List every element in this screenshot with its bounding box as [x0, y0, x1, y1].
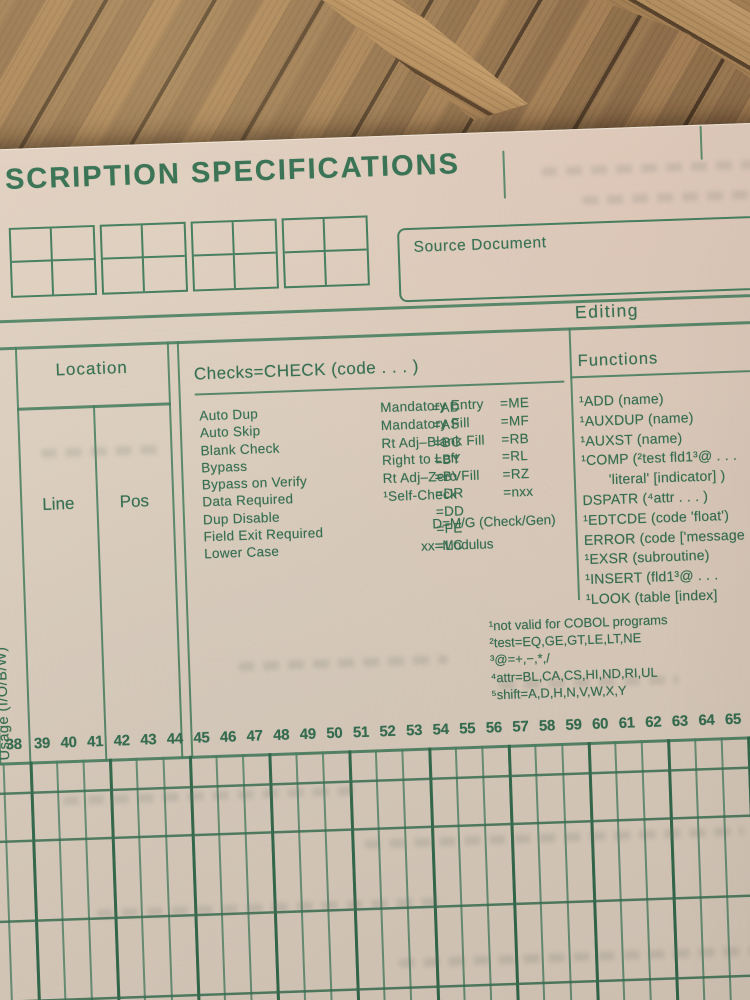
column-number: 59: [565, 716, 582, 734]
checks-list-right: Mandatory Entry =ME Mandatory Fill =MF Rt …: [380, 393, 568, 506]
column-number: 42: [113, 732, 131, 750]
source-document-label: Source Document: [413, 234, 547, 256]
usage-column-label: Usage (I/O/B/W): [0, 646, 14, 761]
punch-box-cell: [101, 225, 144, 260]
punch-box-cell: [326, 250, 368, 284]
column-number: 43: [139, 731, 157, 749]
location-header: Location: [55, 357, 129, 380]
pos-column-label: Pos: [119, 491, 150, 512]
column-number: 39: [33, 734, 51, 753]
column-number: 63: [671, 712, 689, 731]
check-code: =RL: [501, 448, 529, 465]
spec-sheet-paper: SCRIPTION SPECIFICATIONS Source Document…: [0, 119, 750, 1000]
rule-line: [0, 317, 750, 351]
divider-line: [699, 125, 703, 160]
check-code: =MF: [500, 412, 530, 429]
column-number: 62: [644, 713, 662, 732]
punch-box-cell: [235, 254, 277, 288]
punch-box-group: [281, 215, 370, 289]
punch-box-cell: [11, 261, 55, 296]
column-number: 47: [246, 727, 263, 745]
column-number: 64: [698, 711, 715, 730]
column-number: 53: [405, 721, 423, 740]
line-column-label: Line: [41, 493, 75, 514]
check-code: =RB: [501, 430, 530, 447]
check-code: =nxx: [502, 483, 534, 500]
column-number: 49: [299, 725, 317, 744]
punch-box-cell: [284, 251, 327, 287]
punch-box-cell: [144, 257, 186, 291]
column-number: 56: [485, 719, 503, 737]
source-document-box: Source Document: [396, 213, 750, 303]
punch-box-cell: [102, 258, 145, 293]
punch-box-cell: [324, 217, 367, 252]
divider-line: [502, 150, 507, 199]
coding-grid: [0, 732, 750, 1000]
punch-box-cell: [233, 220, 276, 256]
check-note: xx=Modulus: [420, 536, 494, 554]
punch-box-cell: [142, 223, 185, 259]
ghost-smudge: [540, 158, 750, 177]
form-title: SCRIPTION SPECIFICATIONS: [4, 148, 461, 197]
column-number: 54: [432, 720, 450, 739]
punch-box-cell: [51, 227, 94, 262]
column-number: 46: [219, 728, 237, 746]
footnotes: ¹not valid for COBOL programs ²test=EQ,G…: [489, 611, 671, 703]
column-number: 38: [5, 735, 23, 754]
ghost-smudge: [237, 654, 449, 672]
column-number: 48: [272, 726, 290, 745]
check-code: =RZ: [502, 466, 530, 483]
column-number: 52: [379, 722, 396, 741]
column-number: 41: [86, 732, 104, 751]
column-number: 58: [538, 717, 556, 735]
function-item: ¹LOOK (table [index]: [585, 586, 718, 607]
ghost-smudge: [581, 189, 750, 205]
column-number: 65: [724, 710, 742, 729]
punch-box-group: [190, 218, 279, 292]
functions-header: Functions: [577, 349, 659, 371]
punch-box-cell: [283, 218, 326, 254]
line-pos-divider: [92, 405, 108, 761]
punch-box-cell: [193, 255, 236, 290]
column-number: 60: [591, 715, 609, 733]
punch-box-cell: [53, 260, 95, 294]
punch-box-cell: [192, 222, 235, 257]
checks-notes: D=M/G (Check/Gen) xx=Modulus: [420, 509, 557, 558]
column-number: 57: [512, 718, 529, 736]
punch-box-grid: [8, 215, 370, 298]
column-number: 45: [193, 729, 210, 747]
column-number: 40: [60, 733, 77, 752]
column-number: 44: [166, 730, 184, 748]
punch-box-cell: [10, 228, 53, 263]
ghost-smudge: [40, 444, 161, 458]
checks-title: Checks=CHECK (code . . . ): [193, 356, 420, 384]
column-number: 55: [458, 719, 476, 738]
column-number: 61: [618, 714, 636, 732]
column-number: 51: [352, 723, 370, 742]
punch-box-group: [8, 224, 98, 298]
rule-line: [194, 380, 565, 396]
column-number: 50: [326, 724, 343, 743]
functions-list: ¹ADD (name) ¹AUXDUP (name) ¹AUXST (name)…: [579, 387, 747, 610]
check-code: =ME: [499, 394, 530, 411]
editing-header: Editing: [574, 300, 640, 323]
punch-box-group: [99, 221, 189, 295]
